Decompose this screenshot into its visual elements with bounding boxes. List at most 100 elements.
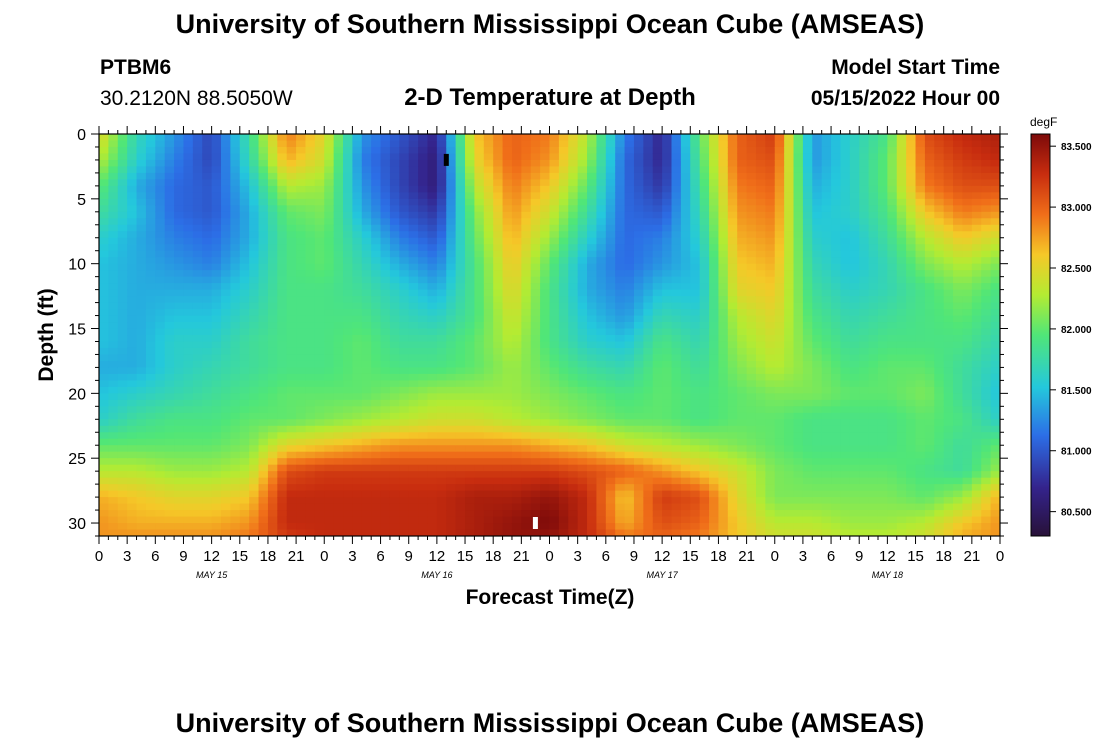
heatmap-cell: [333, 451, 344, 459]
heatmap-cell: [286, 296, 297, 304]
heatmap-cell: [211, 322, 222, 330]
heatmap-cell: [277, 471, 288, 479]
heatmap-cell: [211, 237, 222, 245]
heatmap-cell: [511, 399, 522, 407]
heatmap-cell: [680, 146, 691, 155]
heatmap-cell: [831, 283, 842, 291]
heatmap-cell: [680, 263, 691, 271]
heatmap-cell: [418, 438, 429, 446]
heatmap-cell: [652, 419, 663, 427]
heatmap-cell: [465, 445, 476, 453]
heatmap-cell: [511, 347, 522, 356]
heatmap-cell: [436, 458, 447, 466]
heatmap-cell: [324, 503, 335, 511]
heatmap-cell: [802, 516, 813, 524]
heatmap-cell: [399, 296, 410, 304]
heatmap-cell: [784, 432, 795, 440]
heatmap-cell: [174, 134, 185, 142]
heatmap-cell: [202, 477, 213, 485]
heatmap-cell: [558, 497, 569, 505]
heatmap-cell: [202, 140, 213, 148]
heatmap-cell: [605, 309, 616, 317]
heatmap-cell: [709, 354, 720, 362]
heatmap-cell: [371, 315, 382, 323]
heatmap-cell: [418, 341, 429, 349]
heatmap-cell: [746, 257, 757, 265]
heatmap-cell: [605, 393, 616, 401]
heatmap-cell: [446, 134, 457, 142]
heatmap-cell: [117, 347, 128, 356]
heatmap-cell: [784, 335, 795, 343]
heatmap-cell: [577, 445, 588, 453]
heatmap-cell: [211, 231, 222, 239]
heatmap-cell: [221, 451, 231, 459]
heatmap-cell: [530, 380, 541, 388]
heatmap-cell: [483, 419, 494, 427]
heatmap-cell: [765, 523, 776, 531]
heatmap-cell: [99, 231, 109, 239]
heatmap-cell: [258, 412, 269, 420]
heatmap-cell: [221, 464, 231, 472]
heatmap-cell: [436, 185, 447, 193]
heatmap-cell: [99, 412, 109, 420]
heatmap-cell: [821, 412, 832, 420]
heatmap-cell: [784, 283, 795, 291]
heatmap-cell: [596, 140, 607, 148]
heatmap-cell: [389, 198, 400, 206]
heatmap-cell: [615, 380, 626, 388]
heatmap-cell: [840, 283, 851, 291]
heatmap-cell: [502, 224, 513, 232]
heatmap-cell: [840, 445, 851, 453]
heatmap-cell: [277, 237, 288, 245]
heatmap-cell: [633, 445, 644, 453]
heatmap-cell: [680, 503, 691, 511]
heatmap-cell: [718, 289, 729, 297]
heatmap-cell: [314, 153, 325, 161]
heatmap-cell: [774, 354, 785, 362]
heatmap-cell: [296, 341, 307, 349]
heatmap-cell: [305, 484, 316, 492]
heatmap-cell: [324, 159, 335, 168]
heatmap-cell: [418, 432, 429, 440]
heatmap-cell: [427, 393, 438, 401]
heatmap-cell: [361, 516, 372, 524]
heatmap-cell: [117, 335, 128, 343]
heatmap-cell: [784, 185, 795, 193]
heatmap-cell: [521, 146, 532, 155]
heatmap-cell: [793, 510, 804, 518]
heatmap-cell: [221, 172, 231, 180]
heatmap-cell: [192, 373, 203, 381]
heatmap-cell: [155, 179, 166, 187]
heatmap-cell: [840, 185, 851, 193]
heatmap-cell: [202, 529, 213, 536]
heatmap-cell: [418, 529, 429, 536]
heatmap-cell: [511, 166, 522, 174]
heatmap-cell: [277, 322, 288, 330]
heatmap-cell: [577, 335, 588, 343]
heatmap-cell: [530, 198, 541, 206]
heatmap-cell: [493, 341, 504, 349]
heatmap-cell: [239, 296, 250, 304]
heatmap-cell: [183, 380, 194, 388]
heatmap-cell: [314, 218, 325, 226]
heatmap-cell: [821, 328, 832, 336]
heatmap-cell: [108, 231, 119, 239]
heatmap-cell: [380, 523, 391, 531]
heatmap-cell: [596, 322, 607, 330]
heatmap-cell: [521, 341, 532, 349]
heatmap-cell: [662, 218, 673, 226]
heatmap-cell: [117, 510, 128, 518]
heatmap-cell: [540, 257, 551, 265]
heatmap-cell: [333, 289, 344, 297]
heatmap-cell: [164, 484, 175, 492]
heatmap-cell: [361, 341, 372, 349]
heatmap-cell: [239, 477, 250, 485]
heatmap-cell: [690, 205, 701, 213]
heatmap-cell: [117, 458, 128, 466]
heatmap-cell: [192, 185, 203, 193]
heatmap-cell: [737, 185, 748, 193]
heatmap-cell: [587, 198, 598, 206]
heatmap-cell: [840, 166, 851, 174]
heatmap-cell: [333, 490, 344, 498]
heatmap-cell: [549, 529, 560, 536]
